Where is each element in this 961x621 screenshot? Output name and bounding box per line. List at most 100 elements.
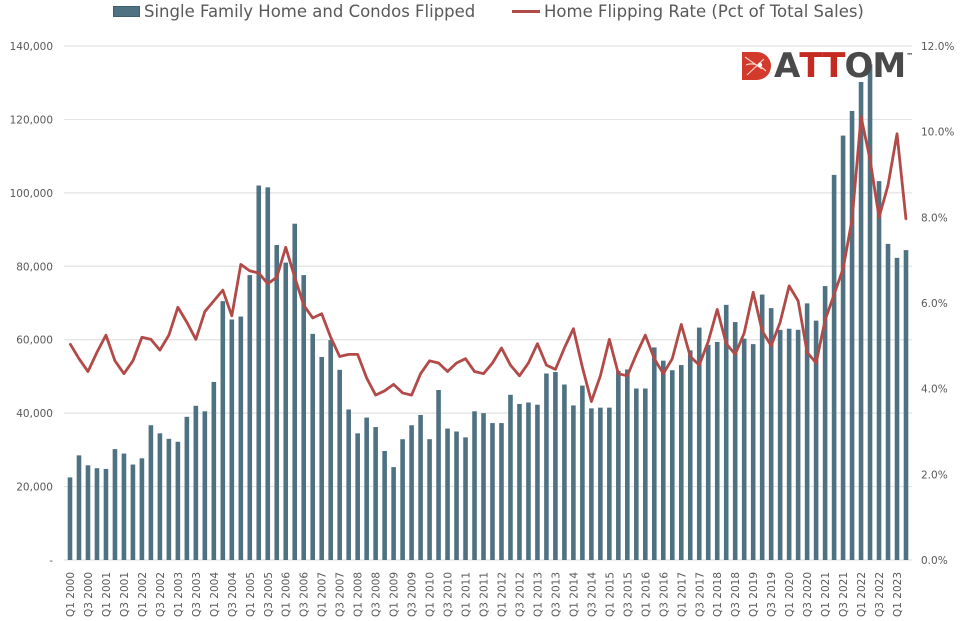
rate-point	[878, 216, 880, 219]
rate-point	[329, 336, 332, 339]
rate-point	[78, 357, 80, 360]
bar	[894, 257, 900, 560]
bar	[831, 174, 837, 560]
x-tick-label: Q1 2000	[65, 572, 77, 617]
rate-point	[680, 323, 683, 326]
legend-item-flipped: Single Family Home and Condos Flipped	[113, 2, 475, 21]
x-tick-label: Q1 2011	[461, 572, 473, 617]
rate-point	[671, 357, 674, 360]
bar-series	[67, 64, 909, 561]
bar	[589, 408, 594, 560]
rate-point	[761, 330, 763, 332]
line-series	[68, 115, 908, 403]
bar	[256, 185, 262, 560]
bar	[130, 464, 136, 560]
logo-text-a: A	[774, 46, 800, 86]
rate-point	[716, 308, 719, 311]
rate-point	[168, 334, 170, 336]
rate-point	[581, 366, 584, 369]
rate-point	[725, 342, 728, 345]
rate-point	[887, 184, 889, 187]
rate-point	[797, 300, 799, 302]
bar	[319, 356, 324, 560]
rate-point	[419, 372, 422, 375]
x-axis-ticks: Q1 2000 Q3 2000 Q1 2001 Q3 2001 Q1 2002 Q3 20…	[65, 572, 904, 617]
bar	[67, 477, 73, 560]
rate-point	[491, 362, 494, 364]
legend: Single Family Home and Condos Flipped Ho…	[0, 2, 961, 28]
bar	[175, 441, 181, 560]
x-tick-label: Q1 2010	[425, 572, 437, 617]
bar	[229, 319, 235, 560]
x-tick-label: Q1 2008	[353, 572, 365, 617]
bar	[418, 414, 423, 560]
x-tick-label: Q3 2006	[299, 572, 311, 617]
x-tick-label: Q1 2004	[209, 572, 221, 617]
x-tick-label: Q3 2013	[550, 572, 562, 617]
rate-point	[869, 158, 871, 161]
x-tick-label: Q1 2002	[137, 572, 149, 617]
rate-point	[518, 375, 521, 377]
x-tick-label: Q3 2010	[443, 572, 455, 617]
rate-point	[788, 285, 790, 287]
bar	[858, 81, 864, 560]
bar	[616, 370, 621, 560]
legend-line-swatch	[512, 10, 540, 13]
x-tick-label: Q3 2015	[622, 572, 634, 617]
rate-point	[141, 336, 143, 339]
x-tick-label: Q3 2021	[838, 572, 850, 617]
rate-point	[734, 353, 736, 356]
bar	[481, 413, 486, 560]
rate-point	[401, 392, 404, 394]
rate-point	[500, 347, 503, 349]
x-tick-label: Q3 2002	[155, 572, 167, 617]
rate-point	[186, 321, 188, 324]
rate-point	[428, 360, 431, 362]
bar	[400, 439, 405, 560]
x-tick-label: Q3 2017	[694, 572, 706, 617]
x-tick-label: Q3 2003	[191, 572, 203, 617]
x-tick-label: Q1 2003	[173, 572, 185, 617]
bar	[580, 385, 585, 560]
bar	[157, 433, 163, 560]
y2-tick-label: 8.0%	[921, 212, 948, 224]
bar	[804, 303, 810, 560]
rate-point	[536, 342, 539, 345]
x-tick-label: Q3 2007	[335, 572, 347, 617]
x-tick-label: Q1 2022	[856, 572, 868, 617]
y2-tick-label: 10.0%	[921, 127, 954, 139]
rate-point	[231, 315, 233, 317]
bar	[337, 369, 342, 560]
bar	[768, 308, 774, 560]
bar	[598, 407, 603, 560]
logo-text-tt: TT	[799, 46, 845, 86]
rate-point	[105, 334, 107, 336]
rate-point	[608, 338, 611, 341]
rate-point	[752, 291, 754, 294]
rate-point	[626, 375, 629, 377]
rate-point	[87, 370, 89, 373]
rate-point	[743, 332, 745, 334]
bar	[94, 468, 100, 560]
y-tick-label: 60,000	[16, 335, 53, 347]
rate-point	[302, 304, 305, 306]
bar	[669, 370, 675, 560]
rate-point	[284, 246, 287, 249]
rate-point	[204, 310, 206, 313]
bar	[454, 431, 459, 560]
bar	[490, 423, 495, 560]
bar	[220, 301, 226, 560]
bar	[822, 286, 828, 560]
bar	[517, 403, 522, 560]
bar	[103, 468, 109, 560]
bar	[211, 381, 217, 560]
y-tick-label: 40,000	[16, 408, 53, 420]
rate-point	[150, 338, 152, 341]
rate-point	[617, 372, 620, 375]
x-tick-label: Q1 2007	[317, 572, 329, 617]
bar	[714, 341, 720, 560]
y-tick-label: 80,000	[16, 261, 53, 273]
attom-logo: A TT OM ™	[740, 48, 913, 84]
rate-point	[69, 342, 71, 345]
rate-point	[213, 300, 215, 302]
